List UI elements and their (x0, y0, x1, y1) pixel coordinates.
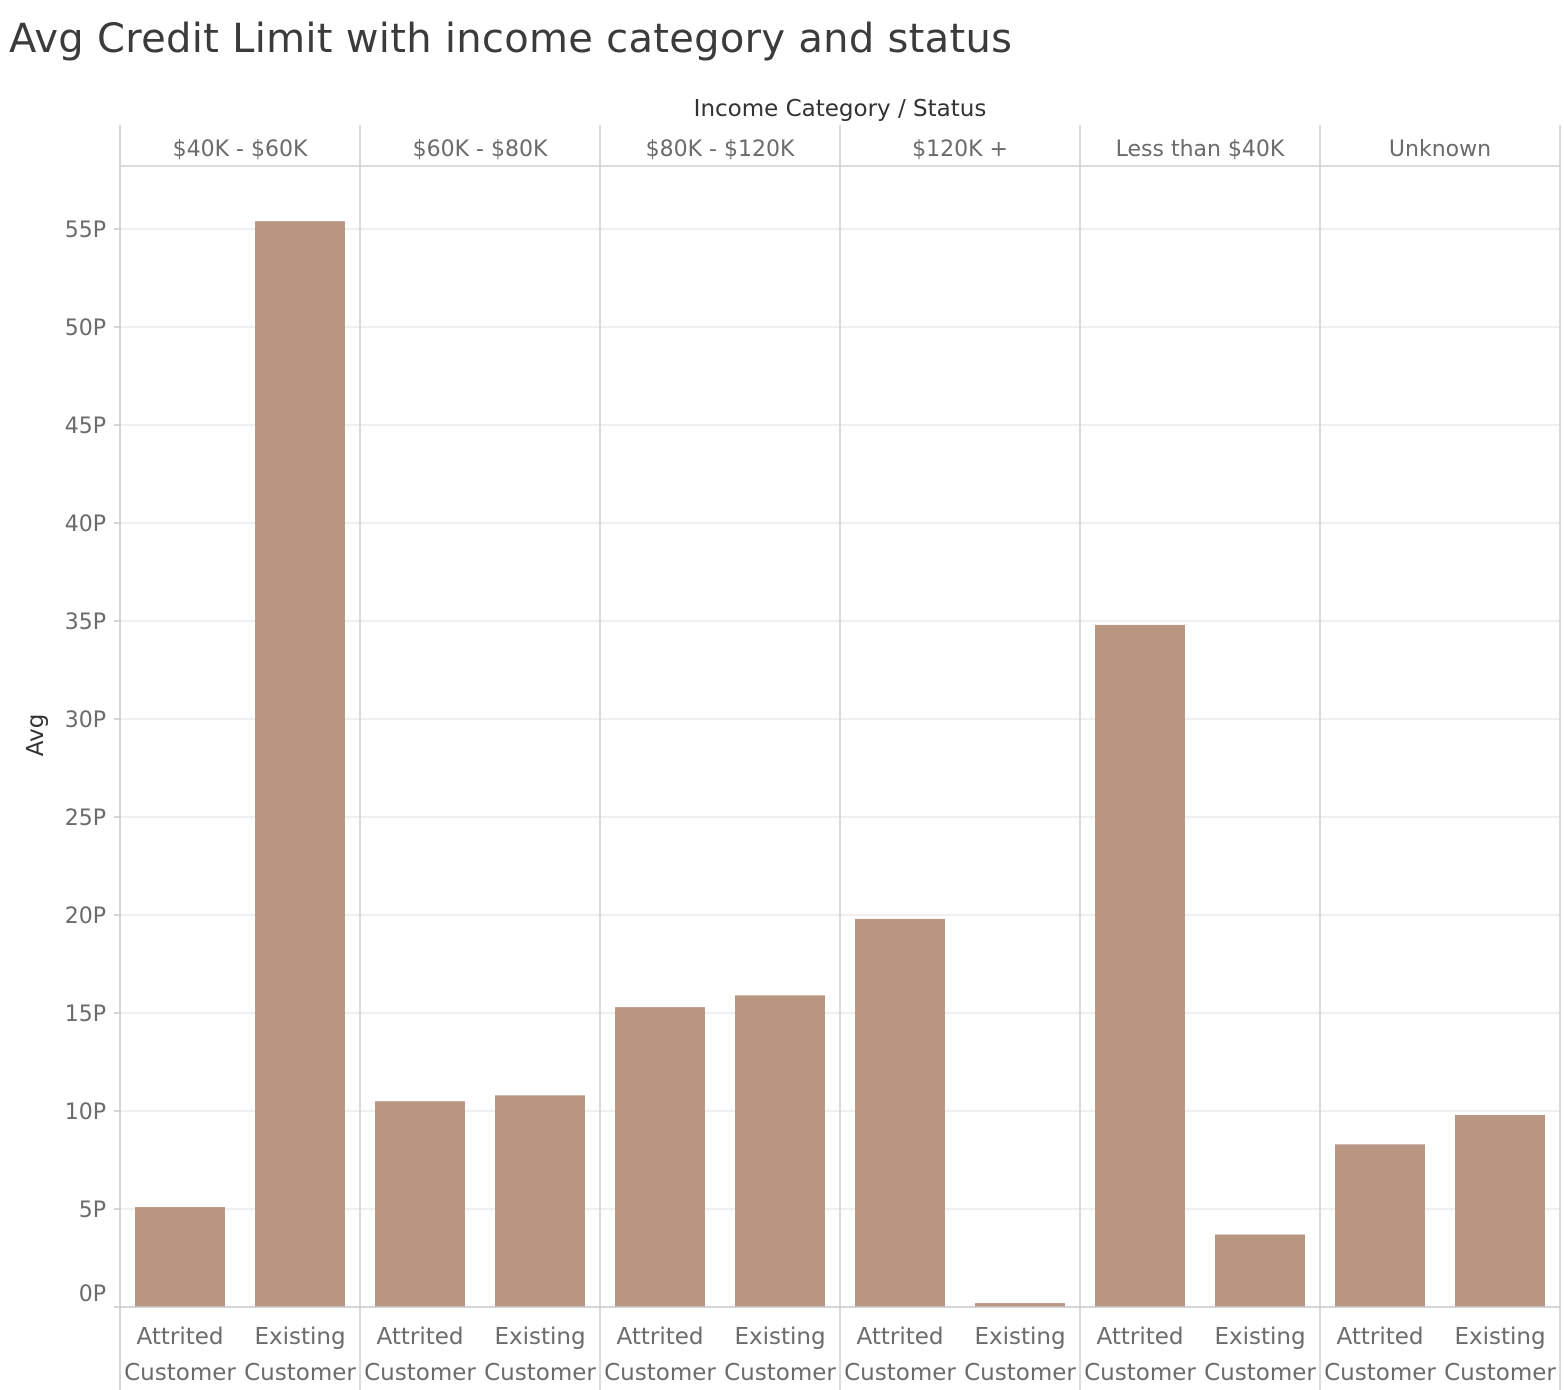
x-category-label: Existing (1454, 1324, 1545, 1350)
y-tick-label: 25P (65, 806, 106, 831)
group-header-label: Less than $40K (1116, 137, 1285, 162)
group-header-label: Unknown (1389, 137, 1491, 162)
bar[interactable] (1335, 1144, 1425, 1307)
y-tick-label: 45P (65, 414, 106, 439)
y-tick-label: 5P (79, 1198, 106, 1223)
frame-layer (114, 125, 1561, 1390)
x-category-label: Attrited (377, 1324, 464, 1350)
group-header-label: $120K + (912, 137, 1008, 162)
x-category-label: Attrited (1337, 1324, 1424, 1350)
bar[interactable] (1095, 624, 1185, 1307)
group-header-label: $80K - $120K (646, 137, 795, 162)
chart-title: Avg Credit Limit with income category an… (9, 16, 1013, 62)
bar[interactable] (975, 1303, 1065, 1307)
y-tick-label: 0P (79, 1282, 106, 1307)
x-category-label: Customer (844, 1360, 956, 1386)
bars-layer (135, 221, 1545, 1307)
x-category-label: Customer (244, 1360, 356, 1386)
bar[interactable] (1215, 1234, 1305, 1307)
y-tick-label: 40P (65, 512, 106, 537)
x-category-label: Attrited (1097, 1324, 1184, 1350)
x-category-label: Attrited (857, 1324, 944, 1350)
x-category-label: Customer (364, 1360, 476, 1386)
bar[interactable] (735, 995, 825, 1307)
x-category-label: Existing (1214, 1324, 1305, 1350)
x-category-label: Customer (1204, 1360, 1316, 1386)
bar[interactable] (615, 1007, 705, 1307)
x-category-label: Customer (964, 1360, 1076, 1386)
y-axis-title: Avg (23, 714, 49, 757)
y-tick-label: 55P (65, 218, 106, 243)
group-header-label: $40K - $60K (173, 137, 308, 162)
x-category-label: Customer (1324, 1360, 1436, 1386)
x-category-label: Existing (974, 1324, 1065, 1350)
y-tick-label: 10P (65, 1100, 106, 1125)
column-header-title: Income Category / Status (694, 96, 987, 122)
bar[interactable] (1455, 1114, 1545, 1307)
bar[interactable] (135, 1207, 225, 1307)
y-tick-label: 15P (65, 1002, 106, 1027)
x-category-label: Customer (724, 1360, 836, 1386)
x-category-label: Customer (604, 1360, 716, 1386)
y-tick-label: 50P (65, 316, 106, 341)
bar[interactable] (375, 1101, 465, 1307)
x-category-label: Customer (484, 1360, 596, 1386)
x-category-label: Customer (124, 1360, 236, 1386)
bar[interactable] (855, 918, 945, 1307)
x-category-label: Existing (734, 1324, 825, 1350)
y-tick-label: 30P (65, 708, 106, 733)
labels-layer: 0P 5P 10P 15P 20P 25P 30P 35P 40P 45P 50P 55P Avg Inc… (23, 96, 1556, 1386)
x-category-label: Existing (254, 1324, 345, 1350)
y-tick-label: 35P (65, 610, 106, 635)
x-category-label: Existing (494, 1324, 585, 1350)
bar[interactable] (255, 221, 345, 1307)
group-header-label: $60K - $80K (413, 137, 548, 162)
x-category-label: Customer (1444, 1360, 1556, 1386)
y-tick-label: 20P (65, 904, 106, 929)
x-category-label: Attrited (617, 1324, 704, 1350)
x-category-label: Customer (1084, 1360, 1196, 1386)
x-category-label: Attrited (137, 1324, 224, 1350)
bar[interactable] (495, 1095, 585, 1307)
